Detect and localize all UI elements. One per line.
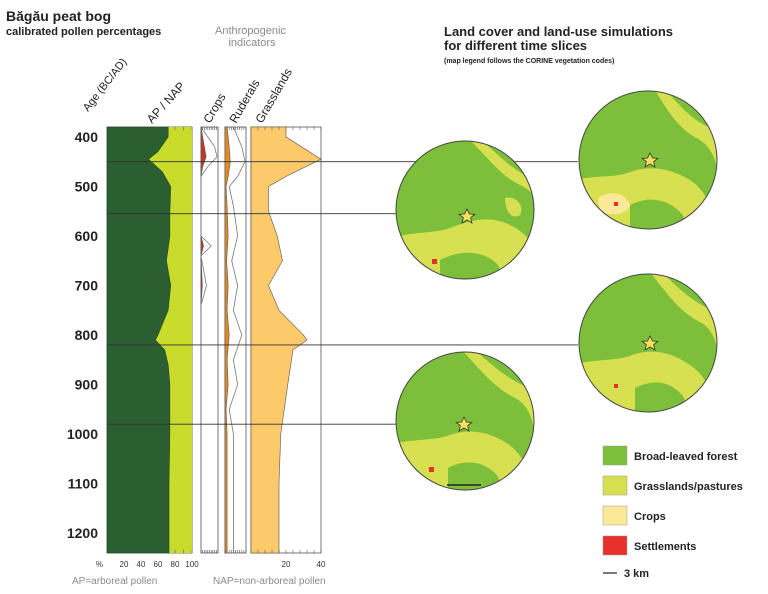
x-tick-label: 80 (171, 560, 180, 569)
x-tick-label: 20 (120, 560, 129, 569)
series-ap-area (106, 126, 172, 554)
legend-swatch (602, 505, 628, 526)
series-crops-exaggeration (200, 126, 218, 553)
x-unit-label: % (96, 560, 103, 569)
legend-swatch (602, 445, 628, 466)
legend-label: Settlements (634, 541, 696, 553)
age-tick-label: 400 (75, 129, 99, 145)
age-tick-label: 900 (75, 377, 99, 393)
maps-note: (map legend follows the CORINE vegetatio… (444, 58, 614, 65)
x-tick-label: 100 (185, 560, 199, 569)
x-tick-label: 40 (317, 560, 326, 569)
star-icon (455, 416, 473, 432)
age-tick-label: 800 (75, 327, 99, 343)
age-tick-label: 1200 (67, 525, 98, 541)
age-axis-title: Age (BC/AD) (81, 56, 130, 113)
anthropogenic-heading-line1: Anthropogenic (215, 25, 286, 37)
map-slice-555 (395, 140, 535, 280)
settlement-marker (614, 384, 618, 388)
age-tick-label: 1000 (67, 426, 98, 442)
legend-label: Crops (634, 511, 666, 523)
settlement-marker (429, 467, 434, 472)
chart-title: Băgău peat bog (6, 8, 111, 24)
legend-swatch (602, 535, 628, 556)
x-tick-label: 40 (137, 560, 146, 569)
settlement-marker (614, 202, 618, 206)
chart-subtitle: calibrated pollen percentages (6, 26, 161, 38)
age-tick-label: 600 (75, 228, 99, 244)
series-grasslands-area (250, 126, 322, 554)
x-tick-label: 20 (282, 560, 291, 569)
maps-title-line2: for different time slices (444, 38, 587, 53)
series-crops-area (200, 126, 207, 553)
settlement-marker (432, 259, 437, 264)
panel-label: AP / NAP (144, 79, 188, 126)
star-icon (458, 208, 476, 224)
legend-label: Grasslands/pastures (634, 481, 743, 493)
legend-label: Broad-leaved forest (634, 451, 738, 463)
scale-label: 3 km (624, 568, 649, 580)
map-slice-820 (578, 273, 718, 413)
legend-swatch (602, 475, 628, 496)
panel-crops: Crops (200, 91, 229, 554)
x-tick-label: 60 (154, 560, 163, 569)
age-tick-label: 500 (75, 178, 99, 194)
panel-ap-nap: AP / NAP 20 40 60 80 100% AP=arboreal pollen (72, 79, 199, 587)
map-slice-980 (395, 351, 535, 491)
maps-title: Land cover and land-use simulations for … (444, 24, 677, 53)
footnote: NAP=non-arboreal pollen (213, 576, 326, 587)
pollen-panels: AP / NAP 20 40 60 80 100% AP=arboreal pollen Cr… (72, 66, 326, 587)
footnote: AP=arboreal pollen (72, 576, 157, 587)
star-icon (641, 152, 659, 168)
panel-grasslands: Grasslands 20 40 NAP=non-arboreal pollen (213, 66, 326, 587)
maps-title-line1: Land cover and land-use simulations (444, 24, 673, 39)
anthropogenic-heading: Anthropogenic indicators (215, 25, 289, 49)
panel-frame (200, 126, 219, 554)
age-tick-label: 700 (75, 278, 99, 294)
age-tick-label: 1100 (68, 476, 99, 492)
star-icon (641, 335, 659, 351)
anthropogenic-heading-line2: indicators (228, 37, 276, 49)
panel-label: Grasslands (252, 66, 294, 126)
map-slice-450 (578, 90, 718, 230)
panel-label: Crops (200, 91, 228, 126)
series-ruderals-area (224, 126, 231, 554)
map-legend: Broad-leaved forest Grasslands/pastures Cr… (602, 445, 743, 556)
